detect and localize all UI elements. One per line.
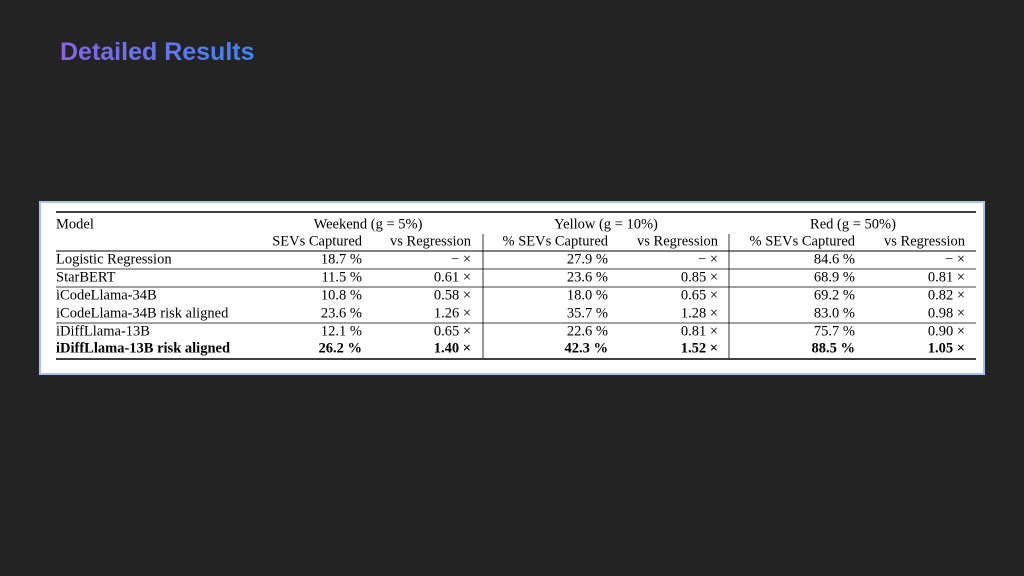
cell: 0.58 × [434,287,471,303]
cell: 23.6 % [567,269,608,285]
sub-header: vs Regression [390,233,472,249]
cell: 1.28 × [681,305,718,321]
cell: 42.3 % [565,340,609,356]
cell: 0.90 × [928,323,965,339]
cell: − × [945,251,965,267]
cell: 1.52 × [681,340,718,356]
cell: 0.61 × [434,269,471,285]
cell: 0.81 × [681,323,718,339]
cell: 1.26 × [434,305,471,321]
row-label: iCodeLlama-34B [56,287,157,303]
cell: 12.1 % [321,323,362,339]
cell: − × [451,251,471,267]
cell: − × [698,251,718,267]
cell: 18.0 % [567,287,608,303]
row-label: iCodeLlama-34B risk aligned [56,305,229,321]
cell: 0.65 × [681,287,718,303]
cell: 88.5 % [812,340,856,356]
cell: 11.5 % [321,269,362,285]
group-header: Yellow (g = 10%) [554,216,658,232]
cell: 26.2 % [319,340,363,356]
cell: 0.98 × [928,305,965,321]
cell: 83.0 % [814,305,855,321]
cell: 0.82 × [928,287,965,303]
group-header: Weekend (g = 5%) [314,216,423,232]
cell: 68.9 % [814,269,855,285]
cell: 18.7 % [321,251,362,267]
table: Model Weekend (g = 5%) Yellow (g = 10%) Red… [56,211,976,360]
cell: 0.81 × [928,269,965,285]
group-header: Red (g = 50%) [810,216,896,232]
sub-header: vs Regression [637,233,719,249]
table-image: Model Weekend (g = 5%) Yellow (g = 10%) Red… [39,201,985,375]
cell: 84.6 % [814,251,855,267]
cell: 0.65 × [434,323,471,339]
cell: 1.05 × [928,340,965,356]
cell: 22.6 % [567,323,608,339]
header-cell: Model [56,216,94,232]
row-label: iDiffLlama-13B risk aligned [56,340,230,356]
row-label: StarBERT [56,269,116,285]
sub-header: % SEVs Captured [502,233,608,249]
sub-header: % SEVs Captured [749,233,855,249]
cell: 75.7 % [814,323,855,339]
cell: 0.85 × [681,269,718,285]
cell: 23.6 % [321,305,362,321]
sub-header: SEVs Captured [272,233,363,249]
cell: 35.7 % [567,305,608,321]
row-label: iDiffLlama-13B [56,323,150,339]
cell: 1.40 × [434,340,471,356]
cell: 10.8 % [321,287,362,303]
slide-title: Detailed Results [60,38,255,66]
row-label: Logistic Regression [56,251,172,267]
cell: 27.9 % [567,251,608,267]
cell: 69.2 % [814,287,855,303]
sub-header: vs Regression [884,233,966,249]
